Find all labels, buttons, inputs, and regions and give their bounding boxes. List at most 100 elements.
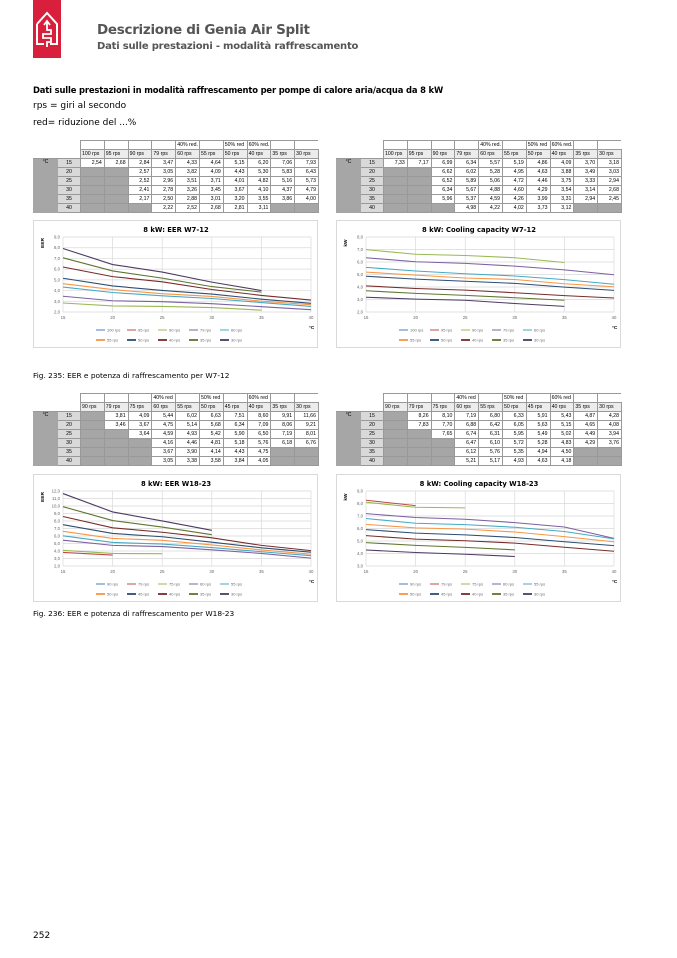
- reduction-label: 60% red.: [549, 140, 574, 150]
- value-cell: 4,28: [597, 411, 622, 421]
- x-tick-label: 25: [463, 315, 468, 320]
- value-cell: 2,68: [103, 158, 129, 168]
- eer-chart-w7-12: 8 kW: EER W7-12 2,0 3,0 4,0 5,0 6,0 7,0 8,0 9,0 1…: [33, 220, 318, 348]
- x-tick-label: 20: [110, 315, 115, 320]
- reduction-label: [525, 393, 551, 403]
- series-line: [365, 529, 615, 547]
- empty-cell: [597, 456, 622, 466]
- y-tick-label: 12,0: [52, 489, 61, 494]
- empty-cell: [383, 176, 408, 186]
- value-cell: 4,75: [151, 420, 177, 430]
- y-tick-label: 4,0: [357, 285, 364, 290]
- legend-label: 30 rps: [231, 592, 242, 597]
- value-cell: 3,20: [222, 194, 248, 204]
- reduction-label: [270, 393, 295, 403]
- value-cell: 5,14: [175, 420, 200, 430]
- y-tick-label: 11,0: [52, 496, 61, 501]
- empty-cell: [383, 167, 408, 177]
- reduction-label: [222, 393, 248, 403]
- value-cell: 4,65: [573, 420, 599, 430]
- value-cell: 9,21: [294, 420, 319, 430]
- column-header: 100 rps: [80, 149, 105, 159]
- column-header: 45 rps: [525, 402, 551, 412]
- value-cell: 3,18: [597, 158, 622, 168]
- value-cell: 3,51: [175, 176, 200, 186]
- temperature-cell: 25: [360, 176, 384, 186]
- series-line: [62, 493, 212, 531]
- page-subtitle: Dati sulle prestazioni - modalità raffre…: [97, 41, 359, 52]
- column-header: 79 rps: [103, 402, 129, 412]
- y-tick-label: 2,0: [54, 310, 61, 315]
- value-cell: 7,83: [406, 420, 432, 430]
- value-cell: 4,09: [198, 167, 224, 177]
- x-tick-label: 40: [309, 315, 314, 320]
- column-header: 90 rps: [383, 402, 408, 412]
- empty-cell: [270, 456, 296, 466]
- y-tick-label: 7,0: [357, 514, 364, 519]
- value-cell: 5,72: [501, 438, 527, 448]
- x-tick-label: 35: [562, 569, 567, 574]
- table-row: 40 2,22 2,52 2,68 2,81 3,11: [34, 203, 319, 213]
- value-cell: 5,18: [222, 438, 248, 448]
- empty-cell: [383, 185, 408, 195]
- value-cell: 3,45: [198, 185, 224, 195]
- value-cell: 6,18: [270, 438, 296, 448]
- reduction-label: [175, 393, 200, 403]
- series-line: [62, 535, 312, 557]
- series-line: [365, 517, 615, 540]
- value-cell: 2,17: [127, 194, 153, 204]
- y-tick-label: 3,0: [54, 556, 61, 561]
- legend-label: 50 rps: [107, 592, 118, 597]
- value-cell: 6,20: [246, 158, 272, 168]
- empty-cell: [406, 203, 432, 213]
- value-cell: 2,22: [151, 203, 177, 213]
- x-tick-label: 20: [110, 569, 115, 574]
- legend-label: 95 rps: [138, 328, 149, 333]
- column-header: 50 rps: [525, 149, 551, 159]
- value-cell: 4,75: [246, 447, 272, 457]
- table-row: 40 3,05 3,38 3,58 3,84 4,05: [34, 456, 319, 466]
- column-header: 50 rps: [198, 402, 224, 412]
- series-line: [62, 551, 113, 556]
- value-cell: 2,68: [597, 185, 622, 195]
- reduction-label: 50% red: [198, 393, 224, 403]
- legend-label: 40 rps: [472, 592, 483, 597]
- table-row: °C 15 3,81 4,09 5,44 6,02 6,63 7,51 8,60 9,91 11,6…: [33, 411, 319, 466]
- empty-cell: [383, 420, 408, 430]
- figure-caption: Fig. 235: EER e potenza di raffrescament…: [33, 371, 230, 380]
- column-header: 79 rps: [151, 149, 177, 159]
- table-row: 20 2,57 3,05 3,82 4,09 4,43 5,30 5,83 6,43: [34, 167, 319, 177]
- value-cell: 3,75: [549, 176, 575, 186]
- y-tick-label: 6,0: [54, 534, 61, 539]
- value-cell: 5,63: [525, 420, 551, 430]
- value-cell: 7,09: [246, 420, 272, 430]
- value-cell: 5,89: [454, 176, 480, 186]
- value-cell: 2,50: [151, 194, 177, 204]
- temperature-cell: 25: [57, 429, 81, 439]
- empty-cell: [103, 456, 129, 466]
- value-cell: 5,28: [478, 167, 503, 177]
- column-header: 30 rps: [597, 149, 622, 159]
- value-cell: 4,59: [151, 429, 177, 439]
- legend-label: 60 rps: [534, 328, 545, 333]
- reduction-label: 40% red: [454, 393, 479, 403]
- value-cell: 3,67: [222, 185, 248, 195]
- value-cell: 4,60: [501, 185, 527, 195]
- value-cell: 4,81: [198, 438, 224, 448]
- y-tick-label: 4,0: [54, 549, 61, 554]
- temperature-cell: 35: [360, 194, 384, 204]
- empty-cell: [80, 420, 105, 430]
- legend-label: 75 rps: [169, 582, 180, 587]
- reduction-label: [198, 140, 224, 150]
- value-cell: 8,26: [406, 411, 432, 421]
- value-cell: 3,05: [151, 167, 177, 177]
- table-row: 25 2,52 2,96 3,51 3,71 4,01 4,82 5,16 5,73: [34, 176, 319, 186]
- value-cell: 4,49: [573, 429, 599, 439]
- y-tick-label: 5,0: [54, 541, 61, 546]
- temperature-cell: 25: [57, 176, 81, 186]
- y-tick-label: 6,0: [54, 267, 61, 272]
- empty-cell: [294, 447, 319, 457]
- chart-svg: 8 kW: Cooling capacity W18-23 3,0 4,0 5,0 6,…: [343, 480, 618, 597]
- reduction-label: [294, 140, 319, 150]
- value-cell: 4,59: [478, 194, 503, 204]
